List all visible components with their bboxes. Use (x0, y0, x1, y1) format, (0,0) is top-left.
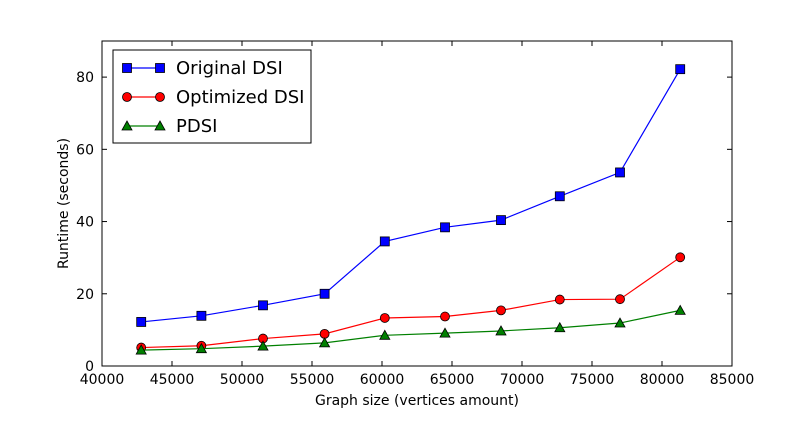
x-tick-label: 70000 (500, 372, 545, 388)
data-point (554, 294, 565, 305)
data-point (196, 310, 207, 321)
data-point (258, 300, 268, 311)
data-point (614, 317, 626, 328)
y-axis-ticks: 0 20 40 60 80 (76, 70, 732, 375)
y-axis-label: Runtime (seconds) (56, 138, 72, 269)
legend-marker (121, 120, 133, 131)
data-point (675, 252, 686, 263)
series-optimized-dsi (136, 252, 686, 353)
legend: Original DSI Optimized DSI PDSI (112, 49, 312, 144)
y-tick-label: 60 (76, 142, 94, 158)
series-line (141, 256, 681, 349)
data-point (675, 64, 686, 75)
legend-marker (154, 120, 166, 131)
data-point (319, 328, 330, 339)
data-point (440, 311, 450, 322)
x-axis-label: Graph size (vertices amount) (315, 393, 519, 409)
legend-marker (122, 63, 132, 73)
x-tick-label: 80000 (640, 372, 685, 388)
data-point (379, 313, 390, 323)
data-point (496, 305, 506, 316)
data-point (135, 344, 147, 355)
x-tick-label: 85000 (710, 372, 755, 388)
data-point (318, 337, 331, 348)
data-point (379, 236, 390, 247)
x-tick-label: 45000 (150, 372, 195, 388)
legend-marker (155, 63, 165, 73)
data-point (379, 329, 391, 340)
data-point (195, 342, 208, 354)
data-point (496, 215, 506, 226)
legend-item: PDSI (121, 116, 217, 137)
legend-label: Optimized DSI (176, 87, 304, 108)
series-pdsi (135, 304, 686, 355)
x-tick-label: 75000 (570, 372, 615, 388)
series-original-dsi (136, 64, 686, 327)
y-tick-label: 0 (85, 359, 94, 375)
x-tick-label: 40000 (80, 372, 125, 388)
x-axis-ticks: 40000 45000 50000 55000 60000 65000 70000 75000… (80, 41, 755, 388)
x-tick-label: 55000 (290, 372, 335, 388)
legend-marker (122, 92, 132, 102)
data-point (257, 340, 269, 351)
x-tick-label: 50000 (220, 372, 265, 388)
data-point (136, 317, 147, 327)
x-tick-label: 60000 (360, 372, 405, 388)
legend-label: PDSI (176, 116, 217, 137)
data-point (615, 167, 625, 178)
data-point (554, 191, 565, 202)
x-tick-label: 65000 (430, 372, 475, 388)
legend-item: Original DSI (122, 58, 283, 79)
series-line (141, 68, 681, 323)
plot-marks (135, 64, 686, 355)
data-point (554, 321, 566, 333)
legend-marker (155, 92, 165, 102)
legend-label: Original DSI (176, 58, 283, 79)
data-point (615, 294, 625, 305)
y-tick-label: 40 (76, 215, 94, 231)
plot-frame (101, 40, 733, 367)
data-point (439, 327, 451, 338)
data-point (495, 325, 507, 336)
data-point (440, 222, 450, 233)
data-point (319, 288, 330, 299)
data-point (674, 304, 686, 315)
series-line (141, 309, 681, 351)
y-tick-label: 80 (76, 70, 94, 86)
y-tick-label: 20 (76, 287, 94, 303)
legend-item: Optimized DSI (122, 87, 304, 108)
